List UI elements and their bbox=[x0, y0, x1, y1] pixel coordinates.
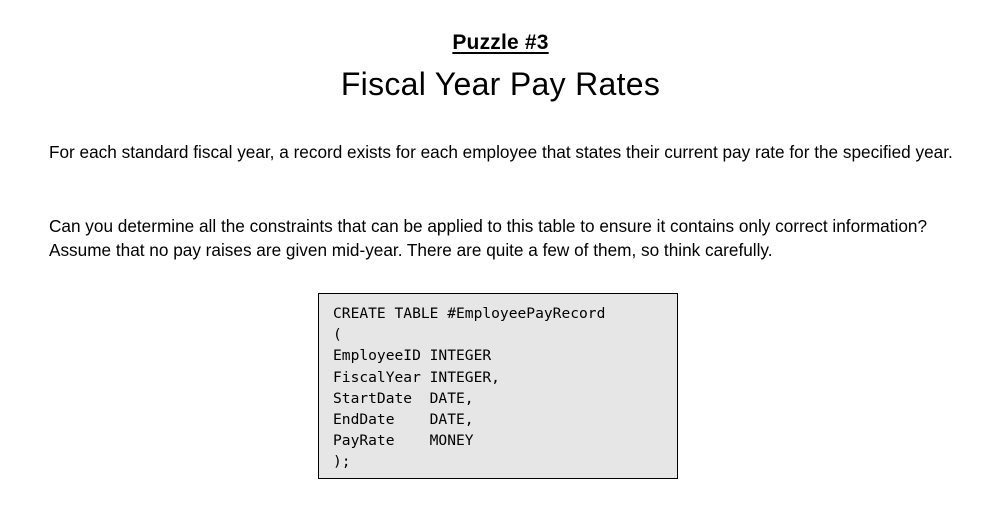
code-line-employee-id: EmployeeID INTEGER bbox=[333, 347, 492, 365]
code-line-open-paren: ( bbox=[333, 326, 342, 344]
code-line-fiscal-year: FiscalYear INTEGER, bbox=[333, 368, 500, 386]
question-paragraph: Can you determine all the constraints th… bbox=[49, 216, 928, 260]
code-line-create-table: CREATE TABLE #EmployeePayRecord bbox=[333, 305, 606, 322]
code-line-end-date: EndDate DATE, bbox=[333, 411, 474, 429]
code-line-close-paren: ); bbox=[333, 453, 351, 471]
code-line-pay-rate: PayRate MONEY bbox=[333, 432, 474, 450]
puzzle-number-heading: Puzzle #3 bbox=[452, 31, 549, 54]
sql-code-block: CREATE TABLE #EmployeePayRecord ( Employ… bbox=[318, 293, 678, 479]
code-line-start-date: StartDate DATE, bbox=[333, 389, 474, 407]
page-title: Fiscal Year Pay Rates bbox=[340, 66, 661, 102]
description-paragraph: For each standard fiscal year, a record … bbox=[49, 142, 953, 162]
